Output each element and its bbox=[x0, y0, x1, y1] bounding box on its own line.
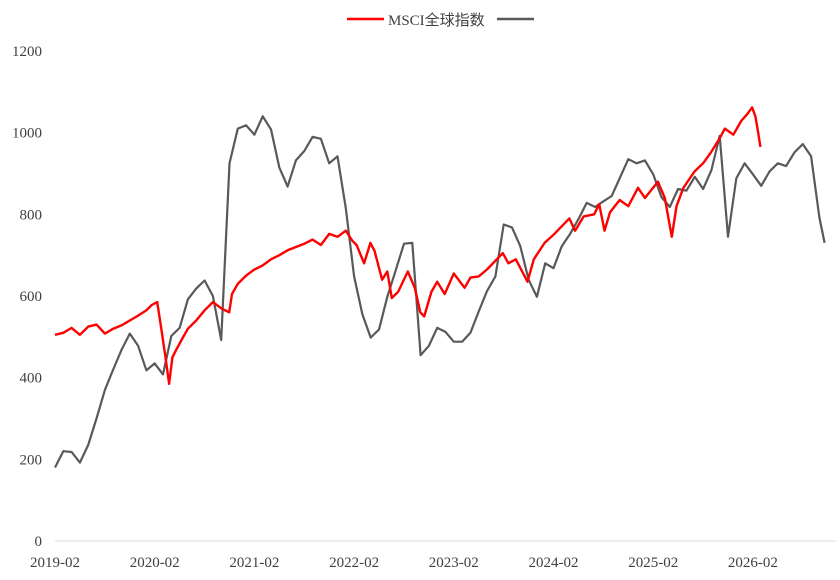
x-tick-label: 2025-02 bbox=[628, 555, 678, 571]
series-layer bbox=[54, 106, 826, 468]
y-tick-label: 400 bbox=[20, 371, 43, 387]
x-tick-label: 2024-02 bbox=[529, 555, 579, 571]
y-tick-label: 600 bbox=[20, 289, 43, 305]
y-tick-label: 1200 bbox=[12, 44, 42, 60]
legend-label-msci: MSCI全球指数 bbox=[388, 11, 485, 29]
x-tick-label: 2022-02 bbox=[329, 555, 379, 571]
y-tick-label: 0 bbox=[35, 534, 43, 550]
x-tick-label: 2023-02 bbox=[429, 555, 479, 571]
y-axis: 0 200 400 600 800 1000 1200 bbox=[12, 44, 42, 550]
x-tick-label: 2026-02 bbox=[728, 555, 778, 571]
y-tick-label: 1000 bbox=[12, 126, 42, 142]
series-line-unnamed bbox=[54, 115, 826, 468]
x-tick-label: 2020-02 bbox=[130, 555, 180, 571]
x-axis: 2019-02 2020-02 2021-02 2022-02 2023-02 2024-… bbox=[30, 540, 836, 571]
x-tick-label: 2019-02 bbox=[30, 555, 80, 571]
y-tick-label: 800 bbox=[20, 207, 43, 223]
y-tick-label: 200 bbox=[20, 452, 43, 468]
legend: MSCI全球指数 bbox=[347, 11, 534, 29]
series-line-msci bbox=[54, 106, 762, 385]
x-tick-label: 2021-02 bbox=[229, 555, 279, 571]
